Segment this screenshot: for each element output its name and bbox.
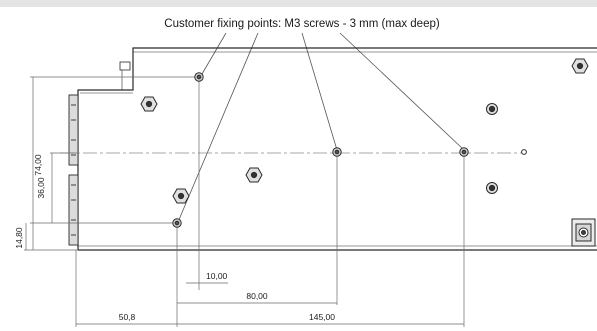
- dim-80: 80,00: [246, 291, 268, 301]
- boss-upper: [486, 103, 498, 115]
- left-connectors: [68, 94, 79, 246]
- leader-line-1: [201, 32, 227, 75]
- fixing-point-centre: [332, 147, 342, 157]
- round-bosses: [486, 103, 527, 194]
- fixing-point-top-left: [194, 72, 204, 82]
- hex-nut-4: [571, 58, 589, 74]
- fixing-point-bottom-left: [172, 218, 182, 228]
- vertical-dimension-lines: [24, 76, 198, 251]
- hex-nuts: [140, 58, 589, 204]
- hex-nut-3: [172, 188, 190, 204]
- leader-line-3: [301, 32, 338, 151]
- dim-50-8: 50,8: [119, 312, 136, 322]
- fixing-point-right: [459, 147, 469, 157]
- fixing-points: [172, 72, 469, 228]
- horizontal-dimension-lines: [75, 78, 465, 327]
- small-hole: [521, 149, 527, 155]
- callout-title: Customer fixing points: M3 screws - 3 mm…: [164, 18, 440, 30]
- top-bar: [0, 0, 597, 7]
- connector-upper: [68, 94, 79, 166]
- leader-line-4: [339, 32, 465, 151]
- top-tab: [119, 61, 131, 71]
- dim-36: 36,00: [36, 177, 46, 199]
- dim-14-80: 14,80: [14, 227, 24, 249]
- connector-lower: [68, 174, 79, 246]
- dim-10: 10,00: [206, 271, 228, 281]
- callout-leaders: [177, 32, 465, 223]
- right-connector: [571, 218, 596, 247]
- dim-145: 145,00: [309, 312, 335, 322]
- boss-lower: [486, 182, 498, 194]
- leader-line-2: [177, 32, 259, 223]
- dim-74: 74,00: [33, 154, 43, 176]
- hex-nut-2: [245, 167, 263, 183]
- hex-nut-1: [140, 96, 158, 112]
